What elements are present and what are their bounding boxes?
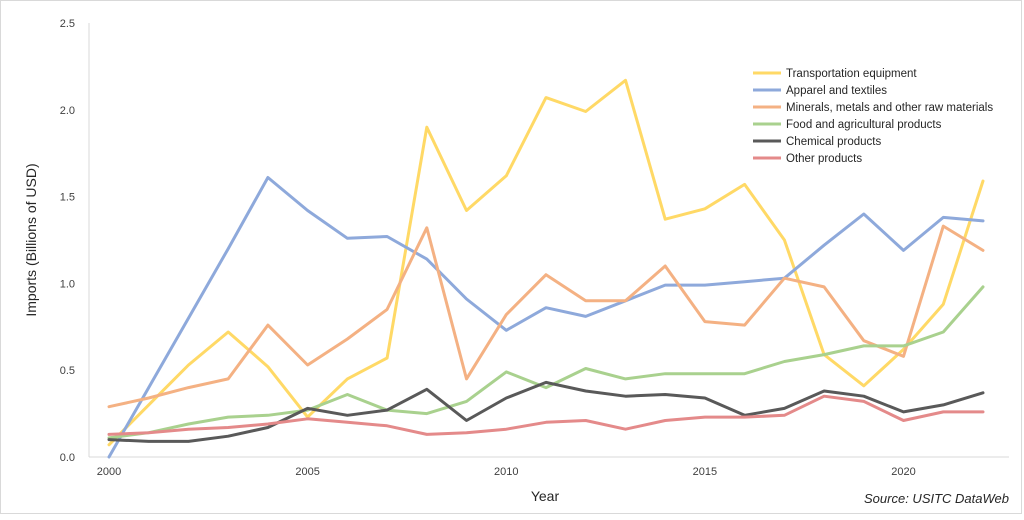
y-tick-labels: 0.0 0.5 1.0 1.5 2.0 2.5	[60, 18, 75, 464]
x-tick-label: 2005	[295, 466, 319, 478]
x-tick-label: 2010	[494, 466, 518, 478]
legend-label: Other products	[786, 153, 862, 165]
legend-label: Minerals, metals and other raw materials	[786, 102, 993, 114]
y-tick-label: 2.0	[60, 105, 75, 117]
y-tick-label: 1.5	[60, 192, 75, 204]
legend-label: Transportation equipment	[786, 68, 917, 80]
y-tick-label: 2.5	[60, 18, 75, 30]
x-tick-label: 2015	[693, 466, 717, 478]
series-line-2	[107, 176, 985, 459]
legend-label: Chemical products	[786, 136, 881, 148]
y-axis-title: Imports (Billions of USD)	[23, 163, 39, 316]
legend: Transportation equipment Apparel and text…	[753, 68, 993, 165]
y-tick-label: 0.0	[60, 452, 75, 464]
y-tick-label: 1.0	[60, 278, 75, 290]
legend-label: Food and agricultural products	[786, 119, 942, 131]
series-line-1	[107, 78, 985, 447]
legend-label: Apparel and textiles	[786, 85, 887, 97]
series-line-5	[107, 380, 985, 443]
series-line-3	[107, 224, 985, 409]
series-line-4	[107, 285, 985, 440]
x-tick-labels: 2000 2005 2010 2015 2020	[97, 466, 916, 478]
x-axis-title: Year	[531, 488, 560, 504]
source-note: Source: USITC DataWeb	[864, 491, 1009, 506]
axes	[88, 23, 1009, 458]
x-tick-label: 2020	[891, 466, 915, 478]
x-tick-label: 2000	[97, 466, 121, 478]
y-tick-label: 0.5	[60, 365, 75, 377]
series-line-6	[107, 394, 985, 436]
series-lines	[107, 78, 985, 459]
